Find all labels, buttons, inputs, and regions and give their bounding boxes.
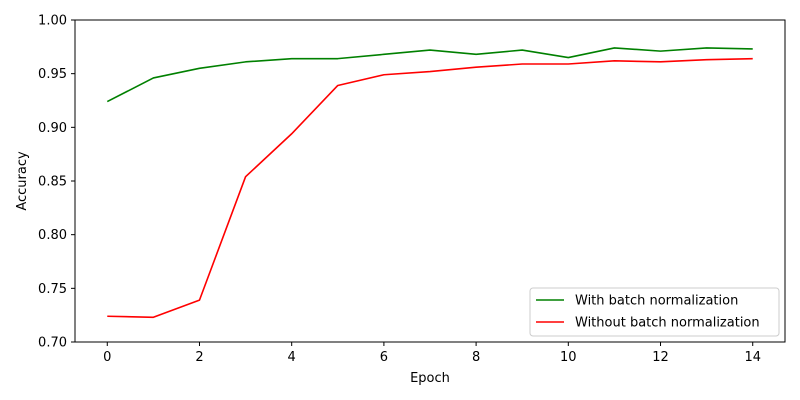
x-tick-label: 4 <box>288 350 296 365</box>
legend: With batch normalization Without batch n… <box>529 287 780 337</box>
y-tick-label: 0.75 <box>38 282 67 297</box>
ticks-layer: 0 2 4 6 8 10 12 14 0.70 0.75 0.80 0.85 0.90 0.95 1.00 <box>38 14 761 366</box>
legend-label-without-batch-normalization: Without batch normalization <box>575 316 760 331</box>
x-tick-label: 2 <box>195 350 203 365</box>
x-axis-label: Epoch <box>410 371 450 386</box>
legend-label-with-batch-normalization: With batch normalization <box>575 294 738 309</box>
y-tick-label: 0.80 <box>38 228 67 243</box>
x-tick-label: 14 <box>744 350 761 365</box>
y-tick-label: 0.95 <box>38 67 67 82</box>
series-layer <box>106 47 753 319</box>
y-tick-label: 1.00 <box>38 14 67 29</box>
legend-box <box>529 287 780 337</box>
y-axis-label: Accuracy <box>15 151 30 211</box>
y-tick-label: 0.85 <box>38 175 67 190</box>
x-tick-label: 0 <box>103 350 111 365</box>
plot-frame <box>74 19 786 343</box>
series-line-without-batch-normalization <box>107 57 753 319</box>
x-tick-label: 10 <box>560 350 577 365</box>
x-tick-label: 12 <box>652 350 669 365</box>
y-tick-label: 0.70 <box>38 336 67 351</box>
series-line-with-batch-normalization <box>106 47 753 103</box>
y-tick-label: 0.90 <box>38 121 67 136</box>
x-tick-label: 8 <box>472 350 480 365</box>
x-tick-label: 6 <box>380 350 388 365</box>
